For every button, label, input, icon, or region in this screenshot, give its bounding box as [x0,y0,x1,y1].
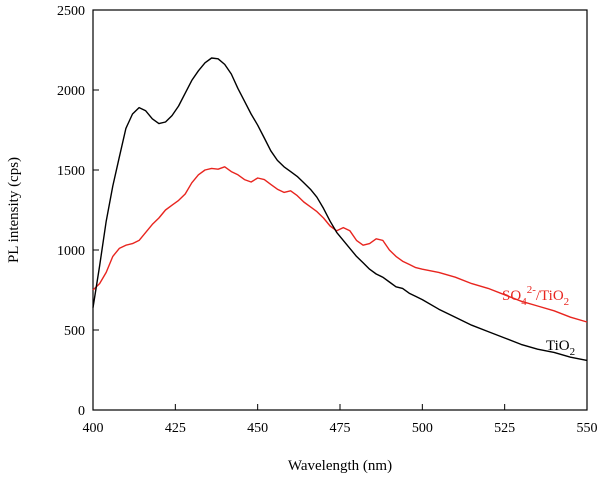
series-label-so4-tio2: SO42-/TiO2 [502,284,569,308]
y-tick-label: 0 [78,404,85,419]
x-tick-label: 400 [83,421,104,436]
y-axis-title: PL intensity (cps) [6,157,22,263]
x-axis-title: Wavelength (nm) [288,458,392,474]
y-tick-label: 500 [64,324,85,339]
y-tick-label: 2000 [57,84,85,99]
series-line-tio2 [92,57,588,362]
x-tick-label: 550 [577,421,598,436]
x-tick-label: 500 [412,421,433,436]
x-tick-label: 425 [165,421,186,436]
y-tick-label: 2500 [57,4,85,19]
series-label-tio2: TiO2 [546,338,575,358]
x-tick-label: 475 [330,421,351,436]
y-tick-label: 1000 [57,244,85,259]
series-line-so4-tio2 [92,166,588,323]
plot-frame [92,9,588,411]
x-tick-label: 450 [247,421,268,436]
x-tick-label: 525 [494,421,515,436]
y-tick-label: 1500 [57,164,85,179]
